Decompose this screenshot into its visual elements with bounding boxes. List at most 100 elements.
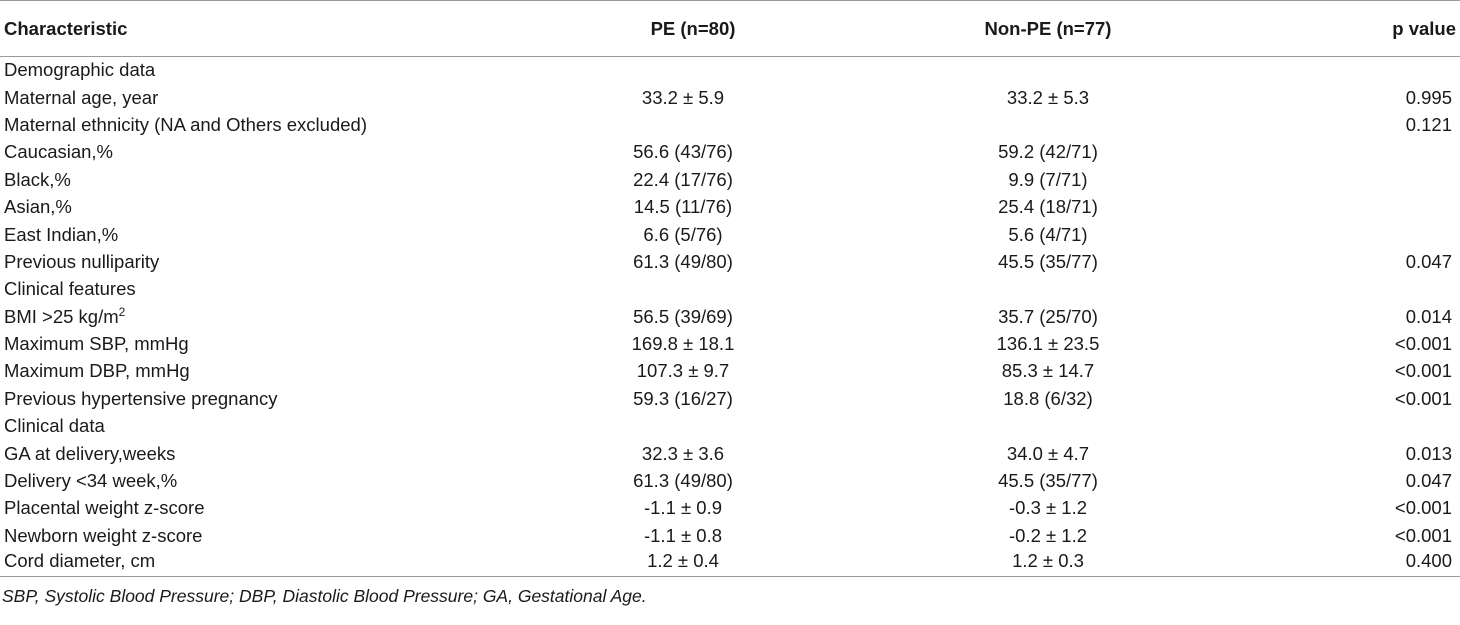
row-label: GA at delivery,weeks	[0, 440, 460, 467]
pe-value: 61.3 (49/80)	[633, 470, 733, 492]
non-pe-value: 18.8 (6/32)	[1003, 387, 1093, 409]
row-label-text: GA at delivery,weeks	[4, 442, 176, 464]
row-label-text: Cord diameter, cm	[4, 549, 156, 571]
row-label: Black,%	[0, 166, 460, 193]
non-pe-value	[840, 111, 1260, 138]
p-value	[1260, 139, 1460, 166]
row-label: Clinical data	[0, 413, 460, 440]
table-row: Maximum DBP, mmHg 107.3 ± 9.7 85.3 ± 14.7 <…	[0, 358, 1460, 385]
p-value	[1260, 166, 1460, 193]
p-value: 0.995	[1405, 86, 1452, 108]
row-label-text: Placental weight z-score	[4, 497, 205, 519]
table-row: Newborn weight z-score -1.1 ± 0.8 -0.2 ± 1…	[0, 522, 1460, 549]
row-label: East Indian,%	[0, 221, 460, 248]
p-value	[1260, 276, 1460, 303]
pe-value: 56.6 (43/76)	[633, 141, 733, 163]
row-label: Newborn weight z-score	[0, 522, 460, 549]
table-row: Maternal age, year 33.2 ± 5.9 33.2 ± 5.3 0.…	[0, 84, 1460, 111]
table-row: Placental weight z-score -1.1 ± 0.9 -0.3 ±…	[0, 495, 1460, 522]
header-pe: PE (n=80)	[460, 0, 840, 57]
table-row: Asian,% 14.5 (11/76) 25.4 (18/71)	[0, 193, 1460, 220]
row-label: Placental weight z-score	[0, 495, 460, 522]
row-label: Delivery <34 week,%	[0, 467, 460, 494]
non-pe-value: 45.5 (35/77)	[998, 470, 1098, 492]
row-label-superscript: 2	[118, 304, 126, 319]
p-value: <0.001	[1394, 333, 1452, 355]
row-label-text: East Indian,%	[4, 223, 119, 245]
non-pe-value: 9.9 (7/71)	[1008, 168, 1088, 190]
row-label: Cord diameter, cm	[0, 549, 460, 578]
table-row: East Indian,% 6.6 (5/76) 5.6 (4/71)	[0, 221, 1460, 248]
row-label-text: Maternal ethnicity (NA and Others exclud…	[4, 113, 367, 135]
table-row: Demographic data	[0, 57, 1460, 84]
non-pe-value: 5.6 (4/71)	[1008, 223, 1088, 245]
p-value: 0.121	[1405, 113, 1452, 135]
non-pe-value	[840, 57, 1260, 84]
row-label: Maternal ethnicity (NA and Others exclud…	[0, 111, 460, 138]
non-pe-value: 45.5 (35/77)	[998, 250, 1098, 272]
table-row: Clinical data	[0, 413, 1460, 440]
p-value: <0.001	[1394, 497, 1452, 519]
pe-value: 169.8 ± 18.1	[631, 333, 735, 355]
pe-value: 22.4 (17/76)	[633, 168, 733, 190]
row-label-text: Delivery <34 week,%	[4, 470, 178, 492]
row-label: Maximum DBP, mmHg	[0, 358, 460, 385]
pe-value: 59.3 (16/27)	[633, 387, 733, 409]
non-pe-value: 25.4 (18/71)	[998, 196, 1098, 218]
p-value: 0.047	[1405, 250, 1452, 272]
row-label: Demographic data	[0, 57, 460, 84]
non-pe-value: 1.2 ± 0.3	[840, 549, 1260, 578]
characteristics-table: Characteristic PE (n=80) Non-PE (n=77) p…	[0, 0, 1460, 578]
pe-value	[460, 413, 840, 440]
row-label: BMI >25 kg/m2	[0, 303, 460, 330]
non-pe-value: -0.2 ± 1.2	[1008, 524, 1088, 546]
table-row: Clinical features	[0, 276, 1460, 303]
non-pe-value: 59.2 (42/71)	[998, 141, 1098, 163]
pe-value: 32.3 ± 3.6	[641, 442, 725, 464]
p-value: 0.013	[1405, 442, 1452, 464]
row-label-text: Caucasian,%	[4, 141, 114, 163]
non-pe-value: 35.7 (25/70)	[998, 305, 1098, 327]
p-value	[1260, 221, 1460, 248]
pe-value: 107.3 ± 9.7	[636, 360, 730, 382]
non-pe-value	[840, 276, 1260, 303]
header-non-pe: Non-PE (n=77)	[840, 0, 1260, 57]
header-p-value: p value	[1260, 0, 1460, 57]
row-label-text: Previous nulliparity	[4, 250, 160, 272]
non-pe-value: -0.3 ± 1.2	[1008, 497, 1088, 519]
table-row: Previous hypertensive pregnancy 59.3 (16/…	[0, 385, 1460, 412]
table-row: Caucasian,% 56.6 (43/76) 59.2 (42/71)	[0, 139, 1460, 166]
pe-value: 61.3 (49/80)	[633, 250, 733, 272]
p-value: 0.014	[1405, 305, 1452, 327]
row-label: Previous nulliparity	[0, 248, 460, 275]
table-row: BMI >25 kg/m2 56.5 (39/69) 35.7 (25/70) 0.0…	[0, 303, 1460, 330]
table-row: Maximum SBP, mmHg 169.8 ± 18.1 136.1 ± 23.…	[0, 330, 1460, 357]
row-label-text: Maternal age, year	[4, 86, 159, 108]
row-label-text: BMI >25 kg/m	[4, 305, 119, 327]
table-row: GA at delivery,weeks 32.3 ± 3.6 34.0 ± 4.7…	[0, 440, 1460, 467]
row-label-text: Maximum SBP, mmHg	[4, 333, 189, 355]
header-characteristic: Characteristic	[0, 0, 460, 57]
row-label: Maternal age, year	[0, 84, 460, 111]
non-pe-value: 136.1 ± 23.5	[996, 333, 1100, 355]
non-pe-value: 85.3 ± 14.7	[1001, 360, 1095, 382]
p-value	[1260, 193, 1460, 220]
pe-value	[460, 276, 840, 303]
row-label-text: Demographic data	[4, 59, 156, 81]
table-row: Black,% 22.4 (17/76) 9.9 (7/71)	[0, 166, 1460, 193]
pe-value: 33.2 ± 5.9	[641, 86, 725, 108]
table-row: Delivery <34 week,% 61.3 (49/80) 45.5 (35/…	[0, 467, 1460, 494]
pe-value: 6.6 (5/76)	[643, 223, 723, 245]
p-value	[1260, 413, 1460, 440]
pe-value	[460, 111, 840, 138]
row-label-text: Clinical data	[4, 415, 105, 437]
p-value: 0.047	[1405, 470, 1452, 492]
row-label-text: Black,%	[4, 168, 71, 190]
pe-value: -1.1 ± 0.8	[643, 524, 723, 546]
non-pe-value: 33.2 ± 5.3	[1006, 86, 1090, 108]
non-pe-value: 34.0 ± 4.7	[1006, 442, 1090, 464]
pe-value: 56.5 (39/69)	[633, 305, 733, 327]
table-row: Previous nulliparity 61.3 (49/80) 45.5 (35…	[0, 248, 1460, 275]
table-footnote: SBP, Systolic Blood Pressure; DBP, Diast…	[2, 586, 647, 607]
